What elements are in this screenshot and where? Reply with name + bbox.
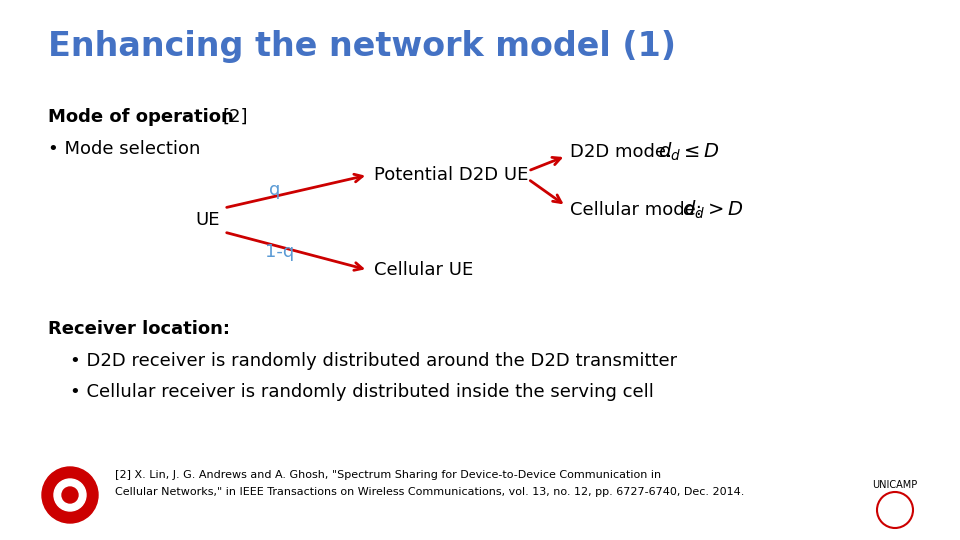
Circle shape <box>54 479 86 511</box>
Text: 1-q: 1-q <box>265 243 295 261</box>
Text: q: q <box>270 181 280 199</box>
Text: Cellular Networks," in IEEE Transactions on Wireless Communications, vol. 13, no: Cellular Networks," in IEEE Transactions… <box>115 487 744 497</box>
Text: Cellular UE: Cellular UE <box>374 261 473 279</box>
Text: • D2D receiver is randomly distributed around the D2D transmitter: • D2D receiver is randomly distributed a… <box>70 352 677 370</box>
Circle shape <box>42 467 98 523</box>
Text: $d_d > D$: $d_d > D$ <box>682 199 744 221</box>
Text: [2]: [2] <box>223 108 249 126</box>
Text: Potential D2D UE: Potential D2D UE <box>374 166 528 184</box>
Text: • Mode selection: • Mode selection <box>48 140 201 158</box>
Text: UE: UE <box>196 211 220 229</box>
Text: [2] X. Lin, J. G. Andrews and A. Ghosh, "Spectrum Sharing for Device-to-Device C: [2] X. Lin, J. G. Andrews and A. Ghosh, … <box>115 470 661 480</box>
Text: UNICAMP: UNICAMP <box>873 480 918 490</box>
Text: D2D mode:: D2D mode: <box>570 143 678 161</box>
Text: Cellular mode:: Cellular mode: <box>570 201 708 219</box>
Text: Receiver location:: Receiver location: <box>48 320 230 338</box>
Text: $d_d \leq D$: $d_d \leq D$ <box>658 141 720 163</box>
Text: Mode of operation: Mode of operation <box>48 108 240 126</box>
Circle shape <box>62 487 78 503</box>
Text: Enhancing the network model (1): Enhancing the network model (1) <box>48 30 676 63</box>
Text: • Cellular receiver is randomly distributed inside the serving cell: • Cellular receiver is randomly distribu… <box>70 383 654 401</box>
